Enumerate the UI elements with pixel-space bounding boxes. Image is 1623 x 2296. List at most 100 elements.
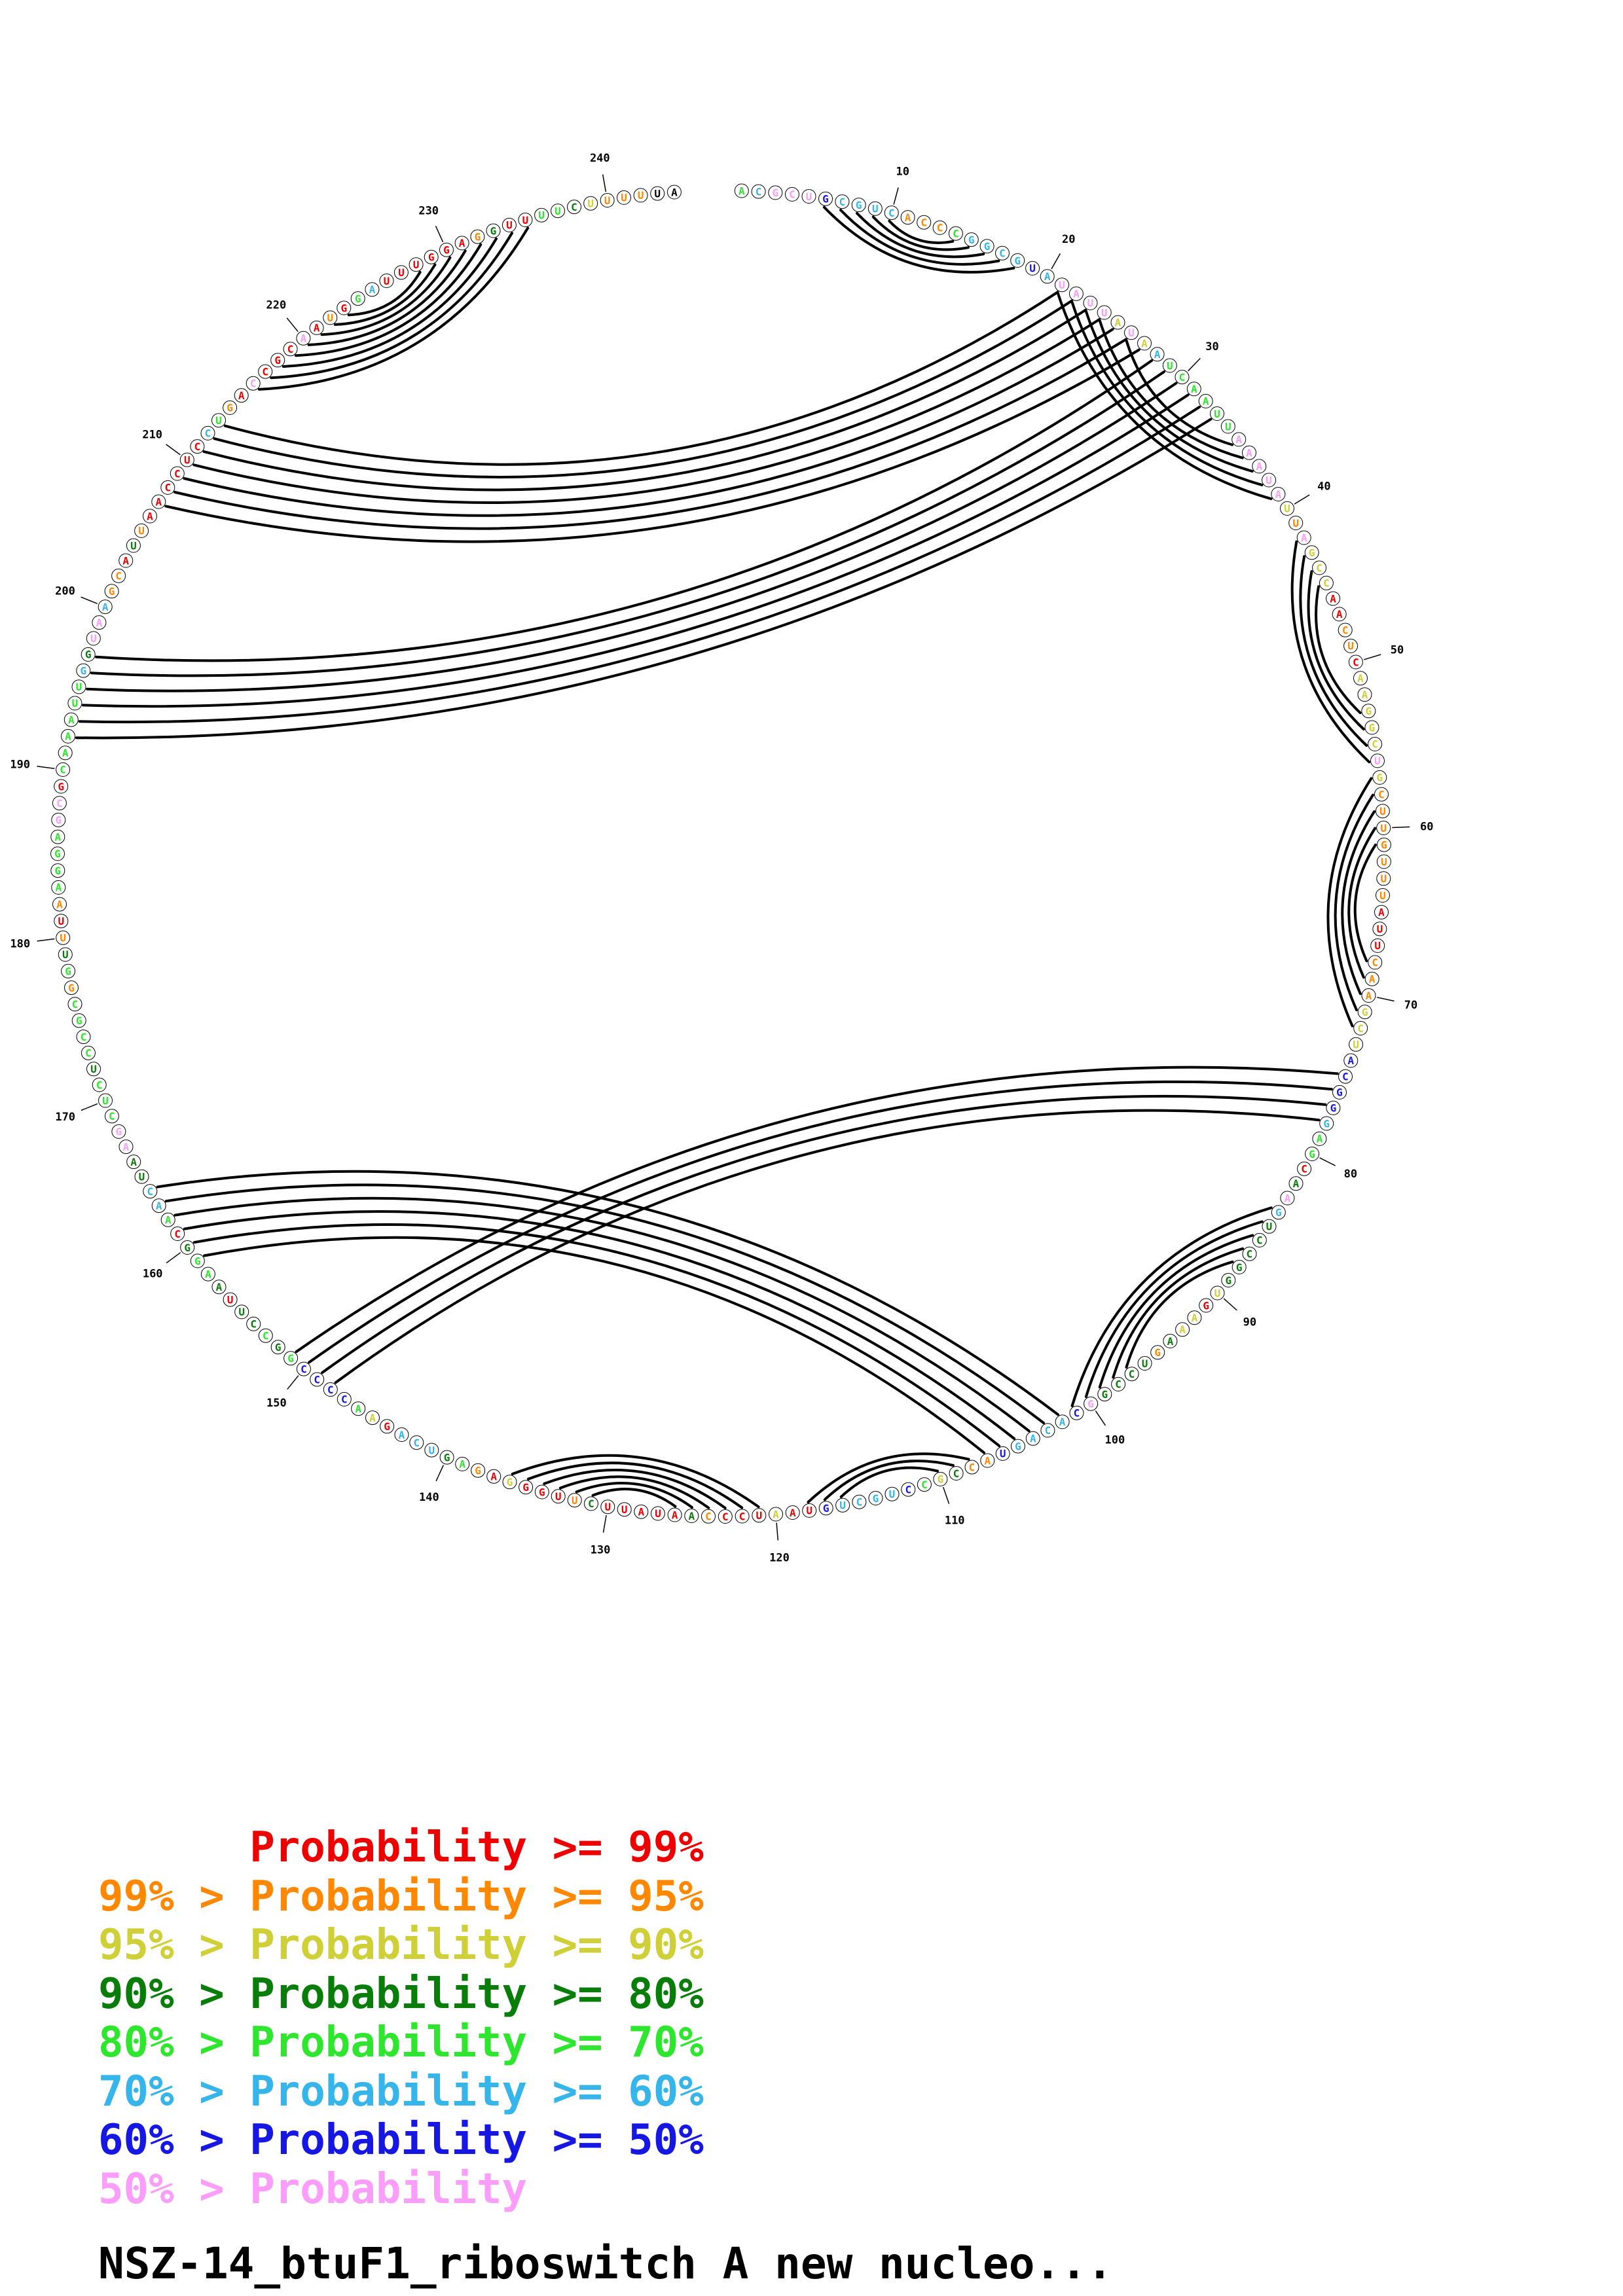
base-pair-arc bbox=[347, 270, 422, 317]
nucleotide-circle bbox=[119, 553, 134, 568]
nucleotide-circle bbox=[718, 1509, 733, 1524]
nucleotide-circle bbox=[734, 183, 749, 198]
nucleotide-circle bbox=[258, 364, 273, 379]
nucleotide-circle bbox=[1010, 1439, 1025, 1454]
position-labels-layer: 10 20 30 40 50 60 70 80 90 100 110 120 130 140 150 160 1… bbox=[10, 152, 1433, 1564]
position-label: 40 bbox=[1317, 480, 1330, 493]
nucleotide-circle bbox=[534, 1484, 549, 1499]
nucleotide-letter: U bbox=[62, 948, 69, 961]
nucleotide-circle bbox=[424, 249, 439, 264]
nucleotide-circle bbox=[1305, 1147, 1320, 1161]
base-pair-arc bbox=[307, 249, 467, 346]
nucleotide-letter: G bbox=[340, 302, 347, 314]
position-label: 50 bbox=[1391, 644, 1404, 657]
base-pair-arc bbox=[223, 291, 1059, 466]
nucleotide-letter: U bbox=[227, 1293, 234, 1306]
nucleotide-letter: A bbox=[56, 898, 63, 910]
base-pair-arc bbox=[270, 232, 513, 380]
nucleotide-letter: U bbox=[1379, 805, 1386, 817]
position-label: 60 bbox=[1420, 821, 1433, 834]
nucleotide-circle bbox=[980, 1453, 995, 1468]
nucleotide-circle bbox=[917, 215, 932, 230]
nucleotide-circle bbox=[323, 1382, 338, 1397]
nucleotide-circle bbox=[283, 1351, 299, 1366]
nucleotide-letter: A bbox=[54, 831, 61, 843]
nucleotide-circle bbox=[1262, 473, 1277, 488]
base-pair-arc bbox=[156, 1170, 1059, 1416]
nucleotide-circle bbox=[932, 220, 947, 235]
nucleotide-circle bbox=[50, 863, 65, 878]
nucleotide-circle bbox=[211, 413, 226, 428]
nucleotide-circle bbox=[1375, 804, 1390, 819]
nucleotide-letter: C bbox=[1372, 738, 1378, 751]
nucleotide-letter: G bbox=[54, 865, 61, 877]
base-pair-arc bbox=[511, 1454, 760, 1509]
nucleotide-circle bbox=[1162, 358, 1177, 373]
nucleotide-circle bbox=[851, 198, 866, 213]
position-label-line bbox=[166, 1252, 181, 1264]
nucleotide-letter: A bbox=[688, 1510, 695, 1522]
base-pair-arc bbox=[823, 1460, 955, 1501]
nucleotide-circle bbox=[223, 1292, 238, 1307]
nucleotide-circle bbox=[667, 1507, 682, 1522]
nucleotide-circle bbox=[1288, 1176, 1304, 1191]
nucleotide-circle bbox=[471, 1463, 486, 1478]
nucleotide-letter: U bbox=[1101, 306, 1108, 319]
nucleotide-letter: U bbox=[138, 525, 145, 537]
nucleotide-letter: A bbox=[156, 1200, 162, 1212]
base-pair-arc bbox=[1070, 1206, 1273, 1407]
base-pair-arc bbox=[282, 237, 498, 368]
nucleotide-letter: G bbox=[1275, 1206, 1282, 1219]
nucleotide-letter: A bbox=[1059, 1416, 1066, 1428]
nucleotide-circle bbox=[98, 600, 113, 615]
base-pair-arc bbox=[183, 328, 1114, 517]
nucleotide-circle bbox=[1262, 1219, 1277, 1234]
nucleotide-circle bbox=[394, 1427, 409, 1442]
nucleotide-circle bbox=[1370, 938, 1385, 953]
base-pair-arc bbox=[526, 1462, 744, 1509]
nucleotide-letter: C bbox=[1179, 371, 1186, 384]
nucleotide-letter: U bbox=[572, 1494, 578, 1507]
base-pair-arc bbox=[558, 1475, 710, 1509]
position-label: 130 bbox=[591, 1543, 611, 1556]
nucleotide-letter: C bbox=[174, 467, 181, 480]
nucleotide-letter: A bbox=[96, 617, 103, 629]
nucleotide-circle bbox=[1175, 1322, 1190, 1337]
nucleotide-circle bbox=[409, 257, 424, 272]
nucleotide-circle bbox=[917, 1477, 932, 1492]
nucleotide-circle bbox=[1040, 269, 1055, 284]
position-label-line bbox=[435, 225, 444, 243]
nucleotide-circle bbox=[1187, 1310, 1202, 1325]
plot-title: NSZ-14_btuF1_riboswitch A new nucleo... bbox=[98, 2238, 1113, 2289]
nucleotide-circle bbox=[1348, 655, 1363, 670]
position-label-line bbox=[287, 1375, 299, 1390]
nucleotide-circle bbox=[351, 1401, 366, 1416]
nucleotide-letter: U bbox=[1284, 503, 1290, 515]
nucleotide-letter: U bbox=[621, 1503, 628, 1516]
nucleotide-letter: U bbox=[1374, 940, 1381, 952]
nucleotide-circle bbox=[1210, 406, 1224, 421]
nucleotide-letter: U bbox=[538, 209, 545, 221]
nucleotide-circle bbox=[1376, 854, 1391, 869]
nucleotide-circle bbox=[337, 300, 352, 315]
nucleotide-circle bbox=[104, 1109, 119, 1124]
nucleotide-circle bbox=[234, 1304, 249, 1319]
base-pair-arc bbox=[839, 208, 1000, 266]
nucleotide-letter: C bbox=[1378, 788, 1385, 800]
base-pair-arc bbox=[173, 1196, 1030, 1433]
nucleotide-circle bbox=[1231, 432, 1247, 447]
nucleotide-circle bbox=[126, 538, 141, 553]
nucleotide-circle bbox=[104, 584, 119, 599]
nucleotide-letter: A bbox=[369, 283, 376, 296]
nucleotide-letter: G bbox=[384, 1420, 390, 1433]
nucleotide-circle bbox=[1376, 837, 1391, 852]
nucleotide-circle bbox=[81, 647, 96, 662]
nucleotide-circle bbox=[1110, 315, 1125, 330]
base-pair-arc bbox=[321, 1094, 1327, 1374]
nucleotide-circle bbox=[151, 1198, 166, 1213]
base-pair-arc bbox=[202, 308, 1087, 492]
nucleotide-letter: A bbox=[1378, 906, 1385, 918]
nucleotide-circle bbox=[270, 1340, 285, 1355]
nucleotide-letter: U bbox=[872, 203, 879, 215]
nucleotide-letter: C bbox=[953, 227, 959, 240]
